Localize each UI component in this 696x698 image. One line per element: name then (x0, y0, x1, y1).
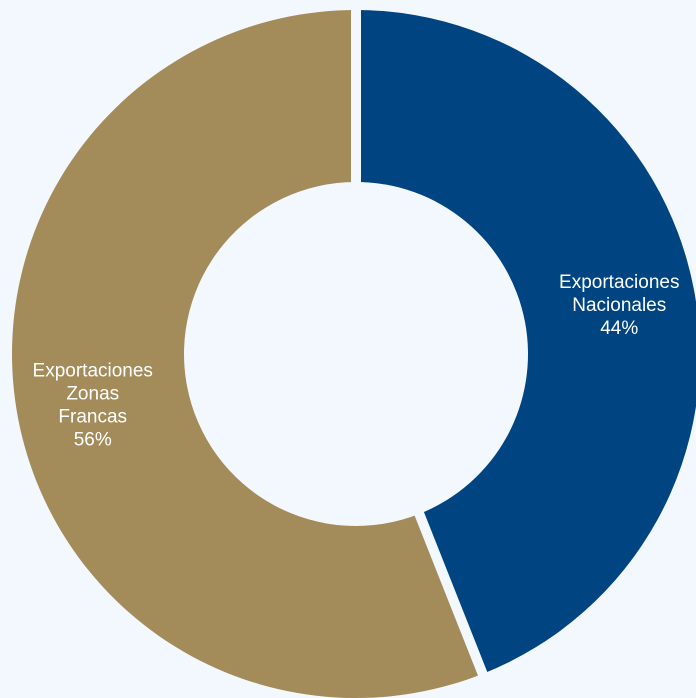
slice-exportaciones-nacionales (356, 10, 696, 674)
slice-value-label: 44% (600, 318, 638, 339)
slice-name-line: Exportaciones (33, 361, 153, 382)
slice-name-line: Nacionales (572, 295, 666, 316)
slice-separator (413, 510, 489, 678)
slice-name-line: Exportaciones (559, 272, 679, 293)
slice-exportaciones-zonas-francas (12, 10, 483, 698)
slice-label-exportaciones-zonas-francas: Exportaciones Zonas Francas 56% (33, 361, 153, 451)
slice-name-line: Zonas (66, 384, 119, 405)
slice-value-label: 56% (74, 430, 112, 451)
slice-label-exportaciones-nacionales: Exportaciones Nacionales 44% (559, 272, 679, 339)
slice-name-line: Francas (58, 407, 127, 428)
